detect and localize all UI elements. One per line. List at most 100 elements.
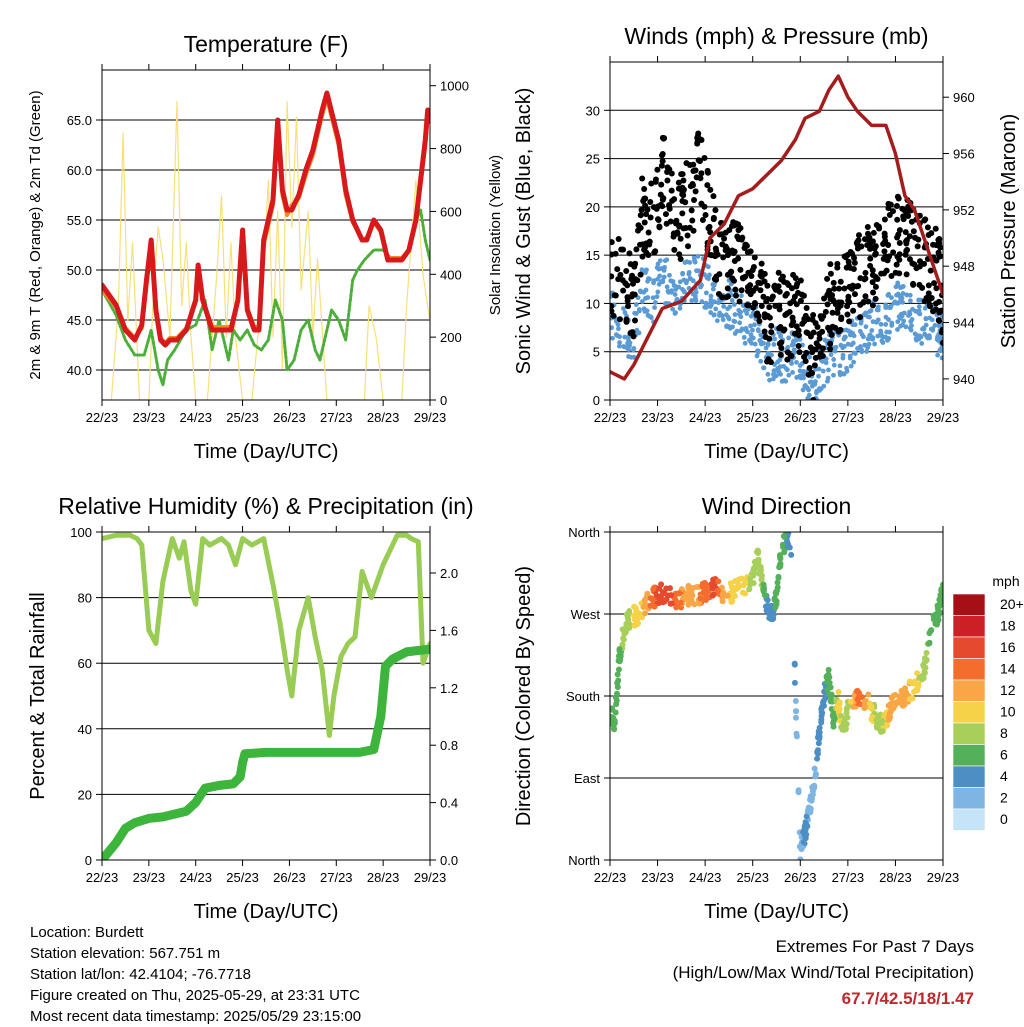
- gust-point: [738, 287, 745, 294]
- gust-point: [718, 231, 725, 238]
- wind-point: [939, 355, 943, 361]
- gust-point: [936, 309, 943, 316]
- gust-point: [835, 299, 842, 306]
- wind-point: [938, 348, 943, 354]
- wind-point: [917, 333, 922, 339]
- gust-point: [663, 220, 670, 227]
- gust-point: [766, 335, 773, 342]
- wind-point: [650, 295, 656, 301]
- direction-point: [742, 590, 749, 597]
- wind-point: [755, 327, 761, 333]
- gust-point: [684, 232, 691, 239]
- wind-point: [833, 344, 839, 350]
- direction-point: [703, 593, 710, 600]
- y-tick-label: 20: [78, 787, 92, 802]
- direction-point: [795, 789, 802, 796]
- x-tick-label: 29/23: [927, 410, 960, 425]
- y-tick-label-right: 200: [440, 330, 462, 345]
- direction-point: [791, 660, 798, 667]
- direction-point: [676, 590, 683, 597]
- gust-point: [783, 290, 790, 297]
- gust-point: [893, 202, 900, 209]
- wind-point: [708, 301, 714, 307]
- gust-point: [881, 233, 888, 240]
- gust-point: [732, 286, 739, 293]
- gust-point: [830, 279, 837, 286]
- direction-point: [838, 713, 845, 720]
- y-tick-label: 15: [586, 248, 600, 263]
- wind-point: [847, 355, 853, 361]
- wind-point: [893, 284, 899, 290]
- chart-title: Relative Humidity (%) & Precipitation (i…: [58, 493, 473, 519]
- direction-point: [831, 715, 838, 722]
- y-tick-label-right: 1.2: [440, 681, 458, 696]
- direction-point: [879, 719, 886, 726]
- wind-point: [850, 322, 856, 328]
- wind-point: [841, 371, 847, 377]
- direction-point: [914, 686, 921, 693]
- y-tick-label: North: [568, 853, 600, 868]
- y-tick-label: 80: [78, 591, 92, 606]
- direction-point: [812, 771, 819, 778]
- direction-point: [822, 695, 829, 702]
- gust-point: [747, 282, 754, 289]
- gust-point: [792, 275, 799, 282]
- wind-point: [729, 298, 735, 303]
- gust-point: [855, 237, 862, 244]
- wind-point: [831, 372, 836, 378]
- wind-point: [820, 368, 826, 374]
- x-tick-label: 27/23: [320, 870, 353, 885]
- direction-point: [611, 720, 618, 727]
- gust-point: [822, 308, 829, 315]
- gust-point: [627, 330, 634, 337]
- wind-point: [922, 305, 928, 311]
- direction-point: [914, 670, 921, 677]
- direction-point: [888, 706, 895, 713]
- wind-point: [778, 371, 783, 377]
- wind-point: [873, 319, 879, 325]
- wind-point: [613, 332, 619, 338]
- direction-point: [634, 621, 641, 628]
- direction-point: [925, 640, 932, 647]
- gust-point: [658, 162, 665, 169]
- wind-point: [752, 341, 758, 347]
- wind-point: [711, 312, 717, 318]
- wind-point: [671, 282, 677, 288]
- gust-point: [936, 317, 943, 324]
- wind-point: [727, 304, 733, 310]
- insolation-line: [102, 100, 430, 400]
- wind-point: [863, 324, 869, 330]
- elevation-text: Station elevation: 567.751 m: [30, 945, 221, 962]
- direction-point: [774, 579, 781, 586]
- gust-point: [924, 224, 931, 231]
- x-tick-label: 29/23: [927, 870, 960, 885]
- wind-point: [652, 300, 658, 305]
- gust-point: [857, 314, 864, 321]
- y-tick-label-right: 0.8: [440, 738, 458, 753]
- gust-point: [850, 265, 857, 272]
- gust-point: [680, 225, 687, 232]
- gust-point: [699, 216, 706, 223]
- gust-point: [641, 219, 648, 226]
- wind-point: [708, 310, 714, 315]
- wind-point: [771, 342, 777, 347]
- direction-point: [668, 592, 675, 599]
- gust-point: [645, 229, 652, 236]
- wind-point: [889, 320, 895, 326]
- direction-point: [885, 716, 892, 723]
- gust-point: [784, 356, 791, 363]
- gust-point: [612, 250, 619, 257]
- direction-point: [792, 714, 799, 721]
- direction-point: [874, 724, 881, 731]
- gust-point: [704, 167, 711, 174]
- humidity-chart: Relative Humidity (%) & Precipitation (i…: [27, 493, 474, 923]
- gust-point: [901, 207, 908, 214]
- legend-swatch: [952, 765, 986, 788]
- gust-point: [701, 154, 708, 161]
- gust-point: [664, 177, 671, 184]
- plot-frame: [609, 531, 944, 861]
- wind-point: [677, 279, 683, 285]
- rh-line: [102, 532, 430, 738]
- gust-point: [902, 229, 909, 236]
- direction-point: [791, 679, 798, 686]
